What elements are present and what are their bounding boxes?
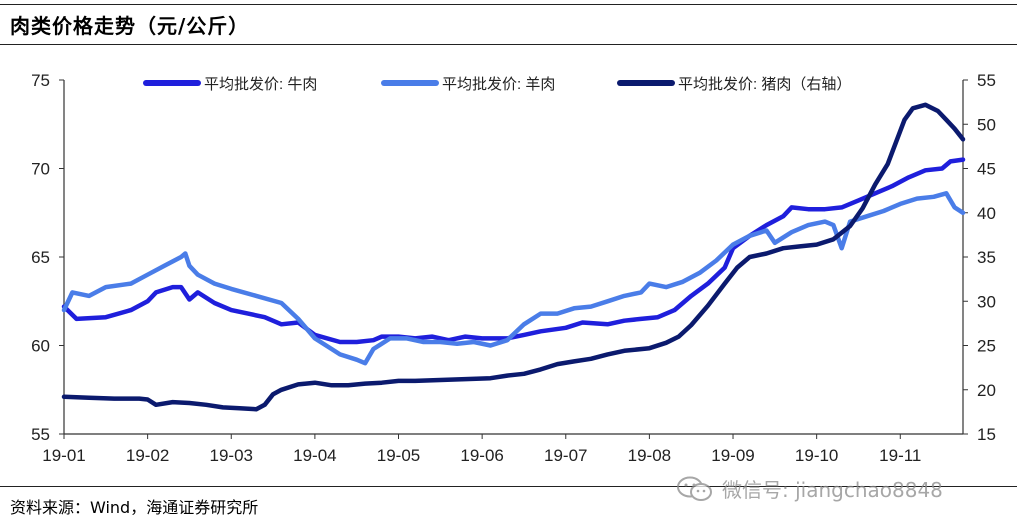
legend-label-2: 平均批发价: 羊肉 — [442, 76, 555, 93]
watermark-text: 微信号: jiangchao8848 — [722, 478, 943, 502]
right-tick-label: 30 — [977, 292, 996, 311]
x-tick-label: 19-01 — [42, 446, 85, 465]
series-line-2 — [61, 191, 966, 366]
series-line-1 — [61, 157, 966, 345]
right-tick-label: 40 — [977, 204, 996, 223]
x-tick-label: 19-05 — [377, 446, 420, 465]
left-tick-label: 60 — [31, 337, 50, 356]
left-tick-label: 65 — [31, 248, 50, 267]
bottom-rule — [0, 486, 1017, 487]
x-tick-label: 19-02 — [126, 446, 169, 465]
left-tick-label: 70 — [31, 160, 50, 179]
x-tick-label: 19-11 — [879, 446, 921, 465]
x-tick-label: 19-03 — [210, 446, 253, 465]
right-y-axis: 15 20 25 30 35 40 45 50 55 — [963, 71, 996, 444]
right-tick-label: 55 — [977, 71, 996, 90]
left-tick-label: 75 — [31, 71, 50, 90]
legend-label-1: 平均批发价: 牛肉 — [204, 76, 317, 93]
page-title: 肉类价格走势（元/公斤） — [10, 14, 250, 38]
series-layer — [61, 102, 966, 412]
legend-label-3: 平均批发价: 猪肉（右轴） — [678, 76, 851, 93]
right-tick-label: 45 — [977, 160, 996, 179]
left-y-axis: 55 60 65 70 75 — [31, 71, 64, 444]
x-tick-label: 19-04 — [293, 446, 336, 465]
right-tick-label: 50 — [977, 115, 996, 134]
x-tick-label: 19-06 — [460, 446, 503, 465]
x-tick-label: 19-07 — [544, 446, 587, 465]
source-note: 资料来源：Wind，海通证券研究所 — [10, 498, 259, 517]
x-tick-label: 19-10 — [795, 446, 838, 465]
x-tick-label: 19-08 — [628, 446, 671, 465]
top-rule — [0, 4, 1017, 5]
meat-price-chart: 55 60 65 70 75 15 20 25 30 35 40 45 50 55 19-01 19-02… — [31, 71, 996, 465]
series-line-3 — [61, 102, 966, 412]
left-tick-label: 55 — [31, 425, 50, 444]
legend: 平均批发价: 牛肉 平均批发价: 羊肉 平均批发价: 猪肉（右轴） — [143, 76, 851, 93]
right-tick-label: 35 — [977, 248, 996, 267]
right-tick-label: 20 — [977, 381, 996, 400]
right-tick-label: 15 — [977, 425, 996, 444]
right-tick-label: 25 — [977, 337, 996, 356]
plot-frame — [63, 80, 964, 435]
x-tick-label: 19-09 — [711, 446, 754, 465]
watermark: 微信号: jiangchao8848 — [676, 474, 943, 503]
title-rule — [0, 44, 1017, 45]
x-axis: 19-01 19-02 19-03 19-04 19-05 19-06 19-07 19-08… — [42, 434, 921, 465]
wechat-icon — [677, 476, 712, 501]
